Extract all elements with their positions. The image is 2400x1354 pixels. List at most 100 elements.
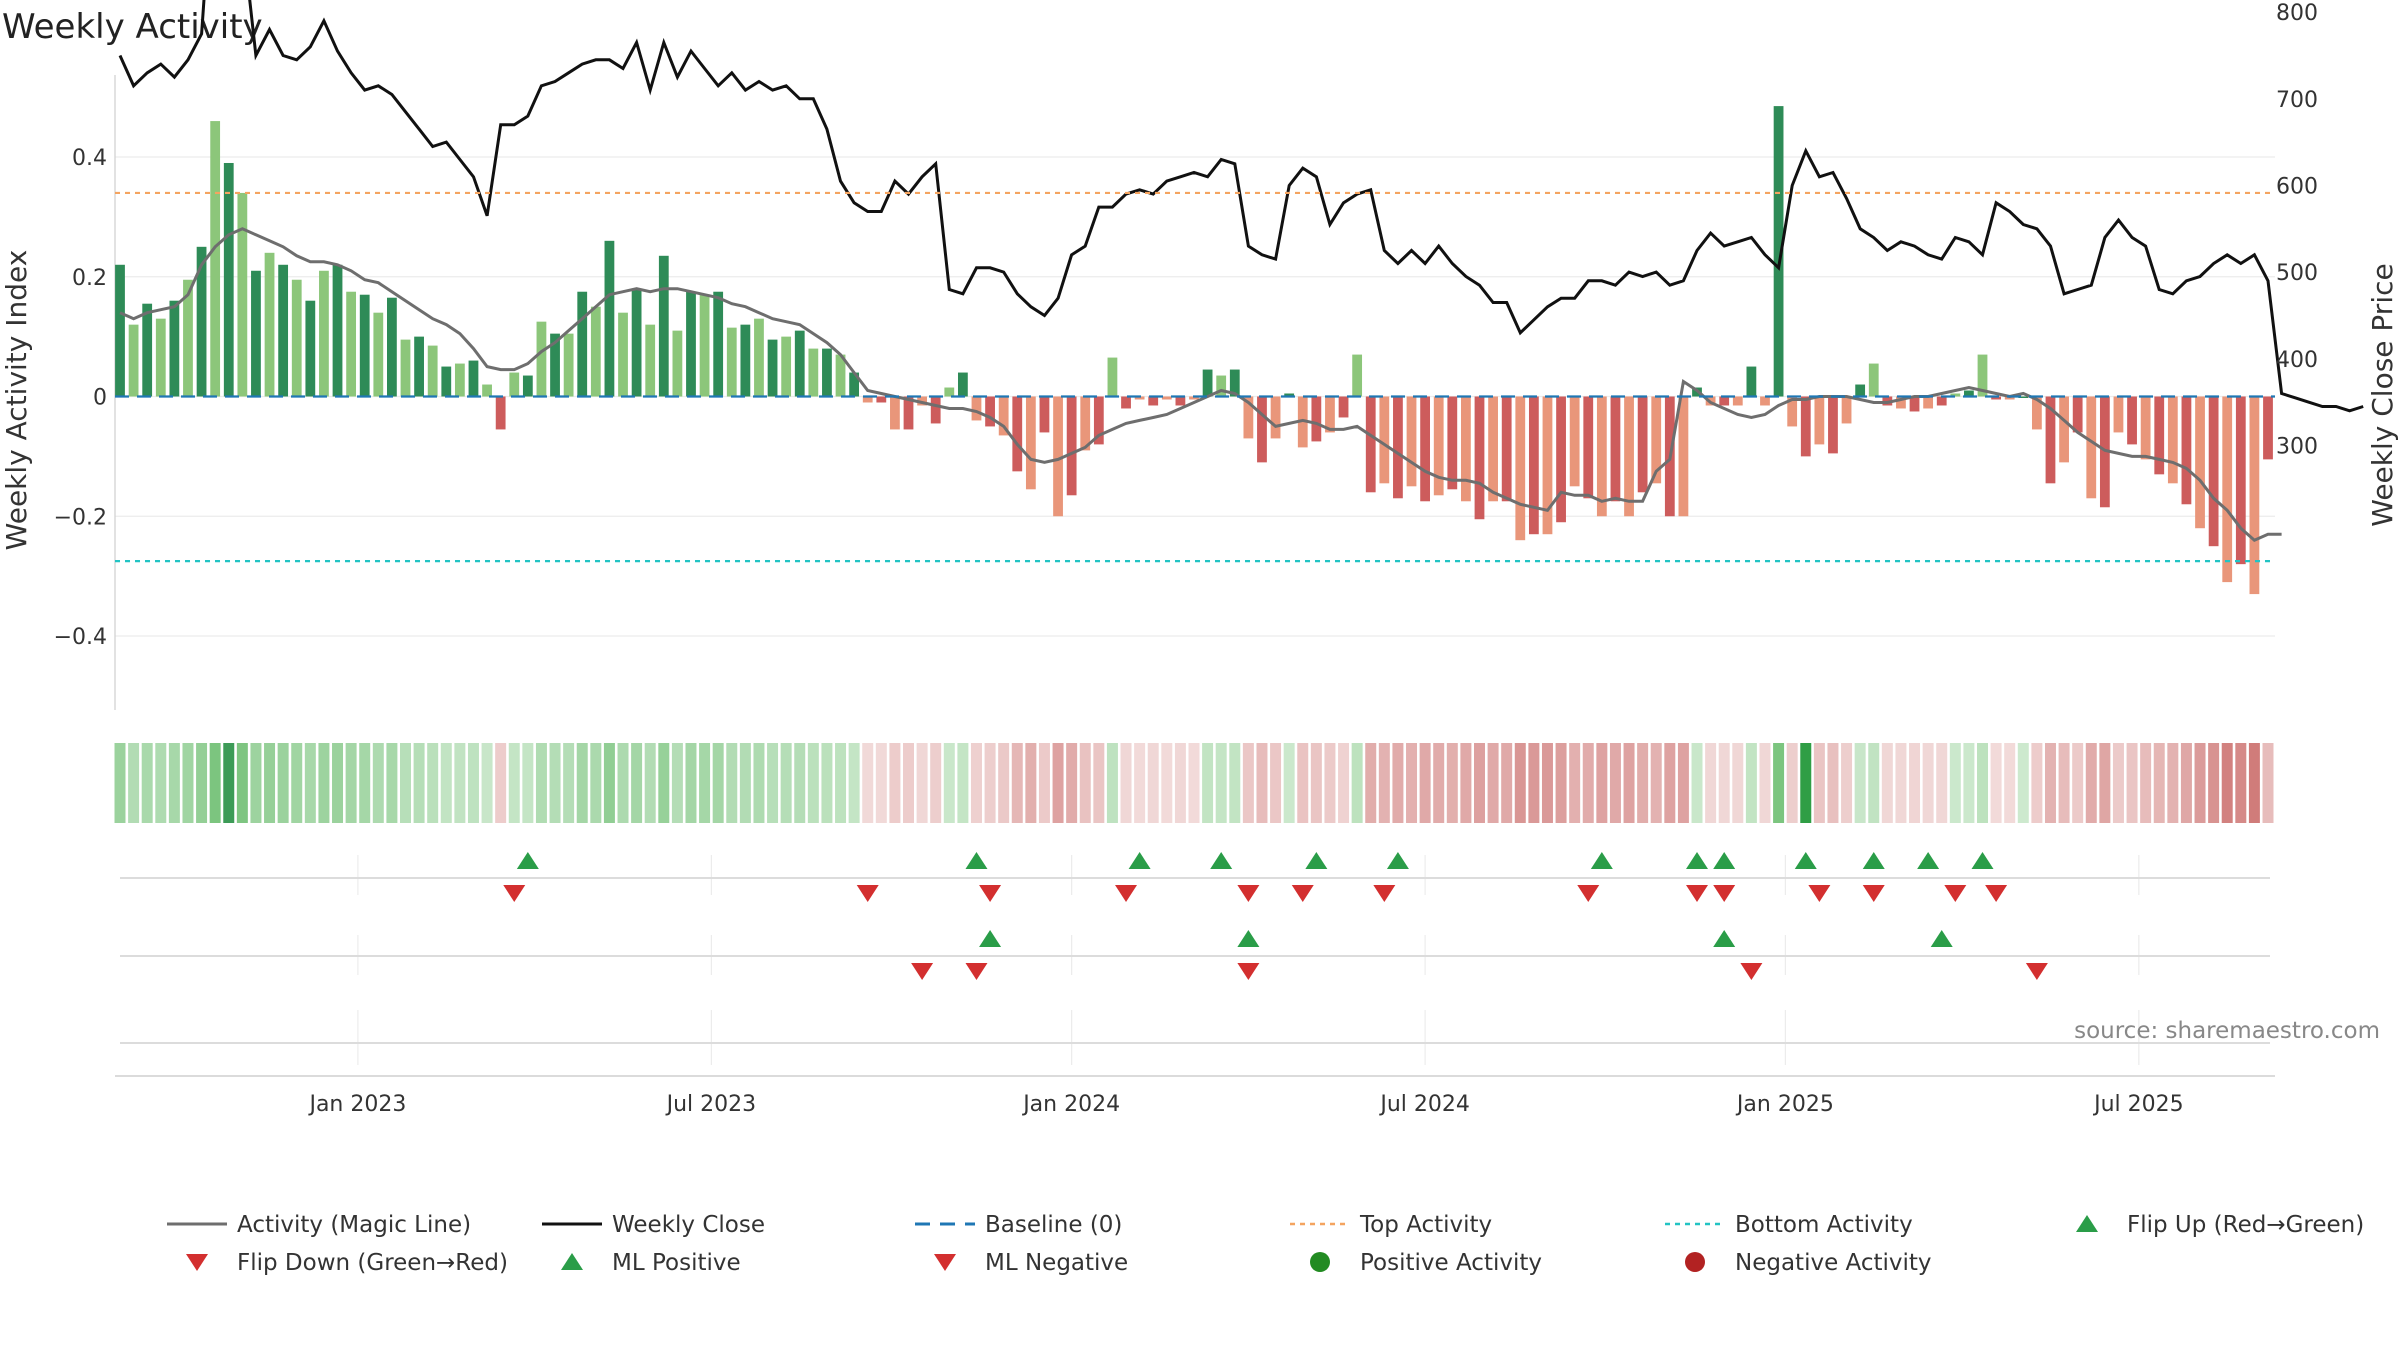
legend-swatch-triangle-down	[934, 1254, 956, 1271]
activity-strip-cell	[1949, 743, 1961, 823]
activity-bar	[1488, 396, 1498, 502]
activity-strip-cell	[1569, 743, 1581, 823]
activity-strip-cell	[549, 743, 561, 823]
activity-strip-cell	[1909, 743, 1921, 823]
activity-bar	[251, 270, 261, 397]
activity-strip-cell	[780, 743, 792, 823]
activity-bar	[2072, 396, 2083, 433]
ml-positive-marker	[979, 930, 1002, 947]
flip-down-marker	[1713, 885, 1736, 902]
activity-bar	[1651, 396, 1662, 484]
activity-bar	[876, 396, 887, 403]
activity-strip-cell	[875, 743, 887, 823]
activity-strip-cell	[1038, 743, 1050, 823]
activity-bar	[1433, 396, 1444, 496]
activity-bar	[1447, 396, 1458, 490]
activity-bar	[631, 288, 642, 397]
activity-bar	[2222, 396, 2233, 583]
activity-bar	[998, 396, 1009, 436]
activity-strip-cell	[168, 743, 180, 823]
flip-up-marker	[965, 852, 988, 869]
activity-bar	[183, 279, 193, 397]
activity-strip-cell	[862, 743, 874, 823]
legend-item: Flip Up (Red→Green)	[2076, 1212, 2364, 1238]
activity-strip-cell	[2017, 743, 2029, 823]
activity-strip-cell	[1732, 743, 1744, 823]
activity-bar	[482, 384, 492, 397]
activity-bar	[2086, 396, 2097, 499]
activity-strip-cell	[223, 743, 235, 823]
activity-strip-cell	[155, 743, 167, 823]
activity-strip-cell	[372, 743, 384, 823]
flip-up-marker	[1128, 852, 1151, 869]
activity-strip-cell	[182, 743, 194, 823]
activity-bar	[291, 279, 302, 397]
activity-bar	[1461, 396, 1471, 502]
activity-strip-cell	[943, 743, 955, 823]
activity-strip-cell	[1446, 743, 1458, 823]
activity-strip-cell	[1841, 743, 1853, 823]
activity-bar	[1080, 396, 1091, 451]
flip-up-marker	[1862, 852, 1885, 869]
legend-label: Bottom Activity	[1735, 1212, 1913, 1238]
activity-strip-cell	[1473, 743, 1485, 823]
activity-bar	[1365, 396, 1376, 493]
activity-bar	[2045, 396, 2056, 484]
activity-strip-cell	[2085, 743, 2097, 823]
activity-strip-cell	[1854, 743, 1866, 823]
activity-strip-cell	[658, 743, 670, 823]
activity-bar	[1746, 366, 1757, 397]
activity-bar	[373, 312, 384, 397]
flip-down-marker	[503, 885, 526, 902]
y-axis-right-label: Weekly Close Price	[2366, 263, 2399, 526]
flip-down-marker	[1808, 885, 1831, 902]
activity-strip-cell	[1134, 743, 1146, 823]
activity-bar	[454, 363, 465, 397]
activity-bar	[210, 121, 221, 397]
activity-bar	[808, 348, 819, 397]
activity-bar	[672, 330, 683, 397]
activity-strip-cell	[1514, 743, 1526, 823]
activity-strip-cell	[998, 743, 1010, 823]
activity-bar	[930, 396, 941, 424]
activity-strip-cell	[2058, 743, 2070, 823]
activity-strip-cell	[903, 743, 915, 823]
activity-strip-cell	[196, 743, 208, 823]
flip-down-marker	[1373, 885, 1396, 902]
y-right-tick-label: 800	[2276, 1, 2318, 26]
legend-item: Activity (Magic Line)	[167, 1212, 471, 1238]
x-tick-label: Jan 2024	[1021, 1092, 1120, 1117]
activity-bar	[1814, 396, 1825, 445]
activity-strip-cell	[1229, 743, 1241, 823]
activity-strip-cell	[1025, 743, 1037, 823]
legend-label: Activity (Magic Line)	[237, 1212, 471, 1238]
activity-bar	[2181, 396, 2192, 505]
activity-bar	[169, 300, 180, 397]
activity-bar	[2154, 396, 2165, 475]
y-left-tick-label: 0.4	[72, 146, 107, 171]
activity-bar	[550, 333, 560, 397]
activity-strip-cell	[767, 743, 779, 823]
activity-strip-cell	[1147, 743, 1159, 823]
flip-up-marker	[1210, 852, 1233, 869]
activity-bar	[794, 330, 805, 397]
activity-strip-cell	[1677, 743, 1689, 823]
activity-bar	[346, 291, 357, 397]
activity-strip-cell	[236, 743, 248, 823]
activity-strip-cell	[1718, 743, 1730, 823]
activity-strip-cell	[1827, 743, 1839, 823]
legend-label: Flip Up (Red→Green)	[2127, 1212, 2364, 1238]
activity-strip-cell	[1637, 743, 1649, 823]
activity-strip-cell	[563, 743, 575, 823]
activity-bar	[2263, 396, 2273, 460]
activity-bar	[1338, 396, 1349, 418]
activity-strip-cell	[141, 743, 153, 823]
flip-down-marker	[1686, 885, 1709, 902]
activity-bar	[332, 264, 343, 397]
legend-item: Positive Activity	[1310, 1250, 1542, 1276]
activity-bar	[1760, 396, 1770, 406]
activity-bar	[713, 291, 724, 397]
activity-strip-cell	[209, 743, 221, 823]
activity-strip-cell	[2099, 743, 2111, 823]
activity-strip-cell	[1528, 743, 1540, 823]
